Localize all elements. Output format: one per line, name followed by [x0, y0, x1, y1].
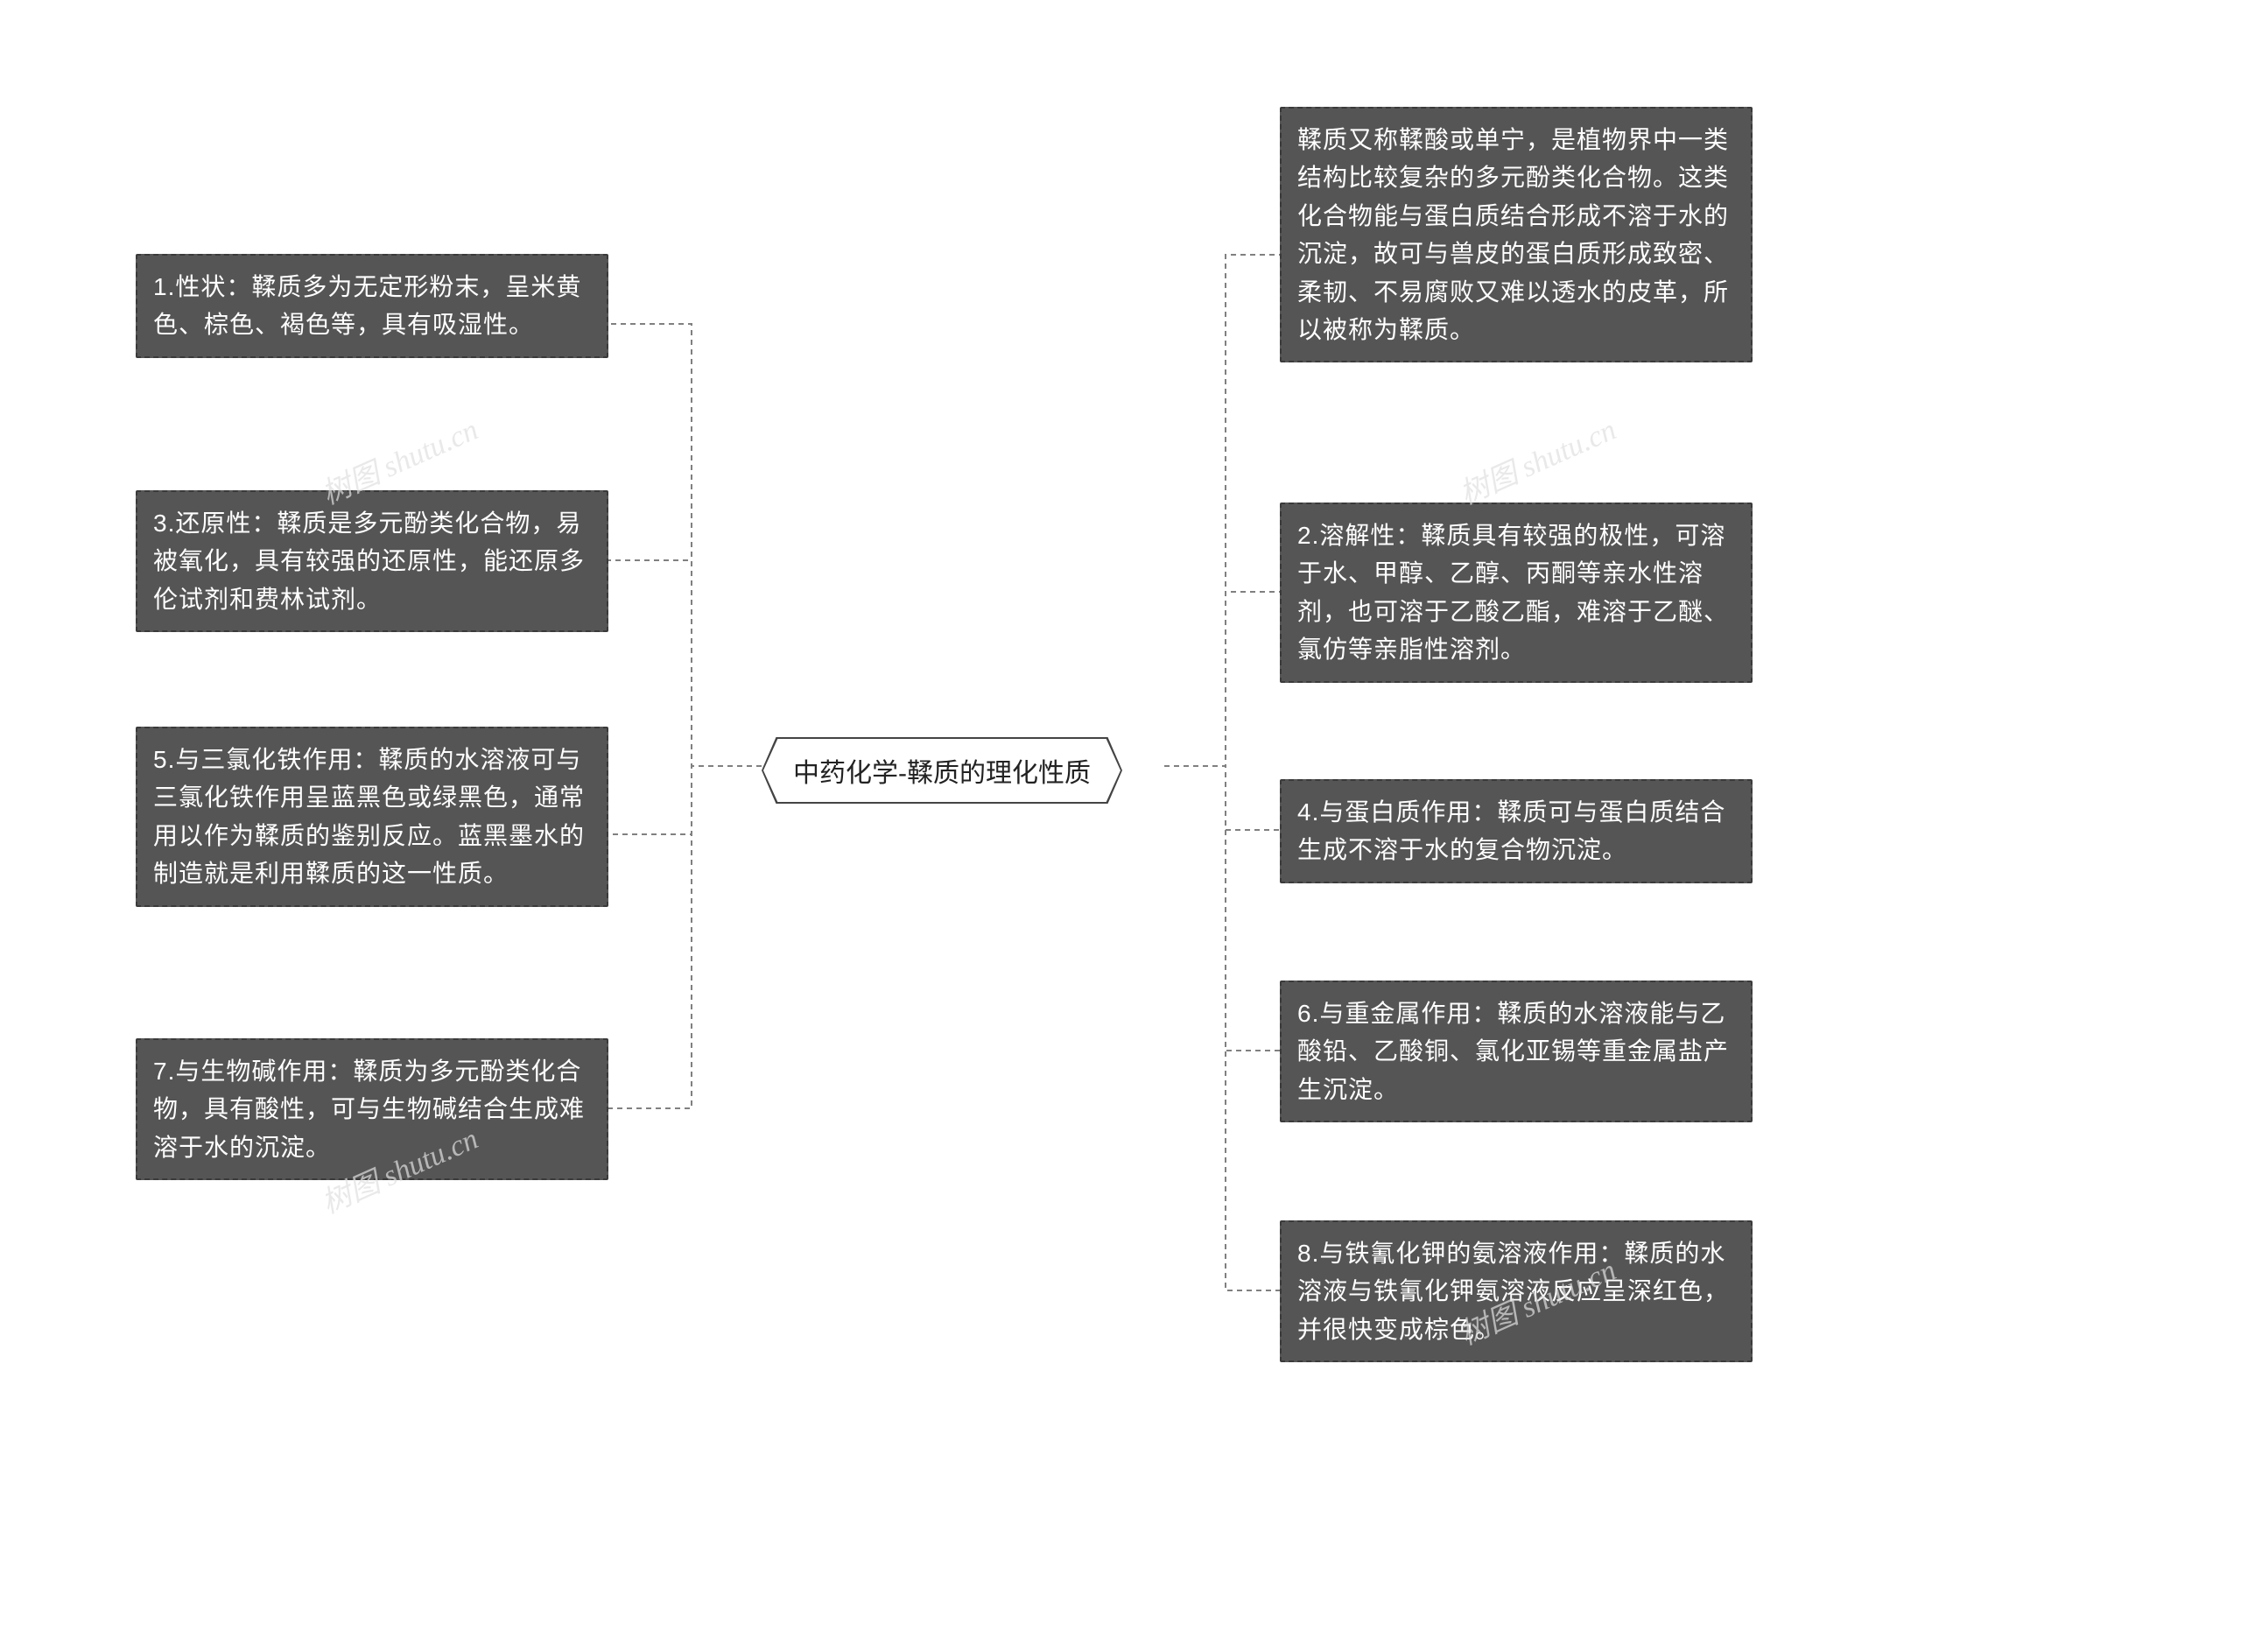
mindmap-canvas: 中药化学-鞣质的理化性质 1.性状：鞣质多为无定形粉末，呈米黄色、棕色、褐色等，… [0, 0, 2241, 1652]
node-text: 3.还原性：鞣质是多元酚类化合物，易被氧化，具有较强的还原性，能还原多伦试剂和费… [153, 510, 585, 613]
node-text: 1.性状：鞣质多为无定形粉末，呈米黄色、棕色、褐色等，具有吸湿性。 [153, 273, 581, 338]
node-right-8[interactable]: 8.与铁氰化钾的氨溶液作用：鞣质的水溶液与铁氰化钾氨溶液反应呈深红色，并很快变成… [1280, 1220, 1753, 1362]
center-node[interactable]: 中药化学-鞣质的理化性质 [762, 737, 1122, 804]
node-left-1[interactable]: 1.性状：鞣质多为无定形粉末，呈米黄色、棕色、褐色等，具有吸湿性。 [136, 254, 608, 358]
node-text: 6.与重金属作用：鞣质的水溶液能与乙酸铅、乙酸铜、氯化亚锡等重金属盐产生沉淀。 [1297, 1000, 1729, 1103]
center-node-label: 中药化学-鞣质的理化性质 [763, 739, 1120, 802]
node-text: 鞣质又称鞣酸或单宁，是植物界中一类结构比较复杂的多元酚类化合物。这类化合物能与蛋… [1297, 126, 1729, 343]
node-text: 2.溶解性：鞣质具有较强的极性，可溶于水、甲醇、乙醇、丙酮等亲水性溶剂，也可溶于… [1297, 522, 1729, 663]
node-text: 4.与蛋白质作用：鞣质可与蛋白质结合生成不溶于水的复合物沉淀。 [1297, 798, 1725, 863]
watermark: 树图 shutu.cn [1451, 405, 1621, 512]
node-left-7[interactable]: 7.与生物碱作用：鞣质为多元酚类化合物，具有酸性，可与生物碱结合生成难溶于水的沉… [136, 1038, 608, 1180]
node-text: 7.与生物碱作用：鞣质为多元酚类化合物，具有酸性，可与生物碱结合生成难溶于水的沉… [153, 1058, 585, 1161]
node-right-4[interactable]: 4.与蛋白质作用：鞣质可与蛋白质结合生成不溶于水的复合物沉淀。 [1280, 779, 1753, 883]
node-right-intro[interactable]: 鞣质又称鞣酸或单宁，是植物界中一类结构比较复杂的多元酚类化合物。这类化合物能与蛋… [1280, 107, 1753, 362]
node-text: 5.与三氯化铁作用：鞣质的水溶液可与三氯化铁作用呈蓝黑色或绿黑色，通常用以作为鞣… [153, 746, 585, 887]
node-left-3[interactable]: 3.还原性：鞣质是多元酚类化合物，易被氧化，具有较强的还原性，能还原多伦试剂和费… [136, 490, 608, 632]
node-right-2[interactable]: 2.溶解性：鞣质具有较强的极性，可溶于水、甲醇、乙醇、丙酮等亲水性溶剂，也可溶于… [1280, 503, 1753, 683]
node-right-6[interactable]: 6.与重金属作用：鞣质的水溶液能与乙酸铅、乙酸铜、氯化亚锡等重金属盐产生沉淀。 [1280, 981, 1753, 1122]
node-text: 8.与铁氰化钾的氨溶液作用：鞣质的水溶液与铁氰化钾氨溶液反应呈深红色，并很快变成… [1297, 1240, 1729, 1343]
node-left-5[interactable]: 5.与三氯化铁作用：鞣质的水溶液可与三氯化铁作用呈蓝黑色或绿黑色，通常用以作为鞣… [136, 727, 608, 907]
